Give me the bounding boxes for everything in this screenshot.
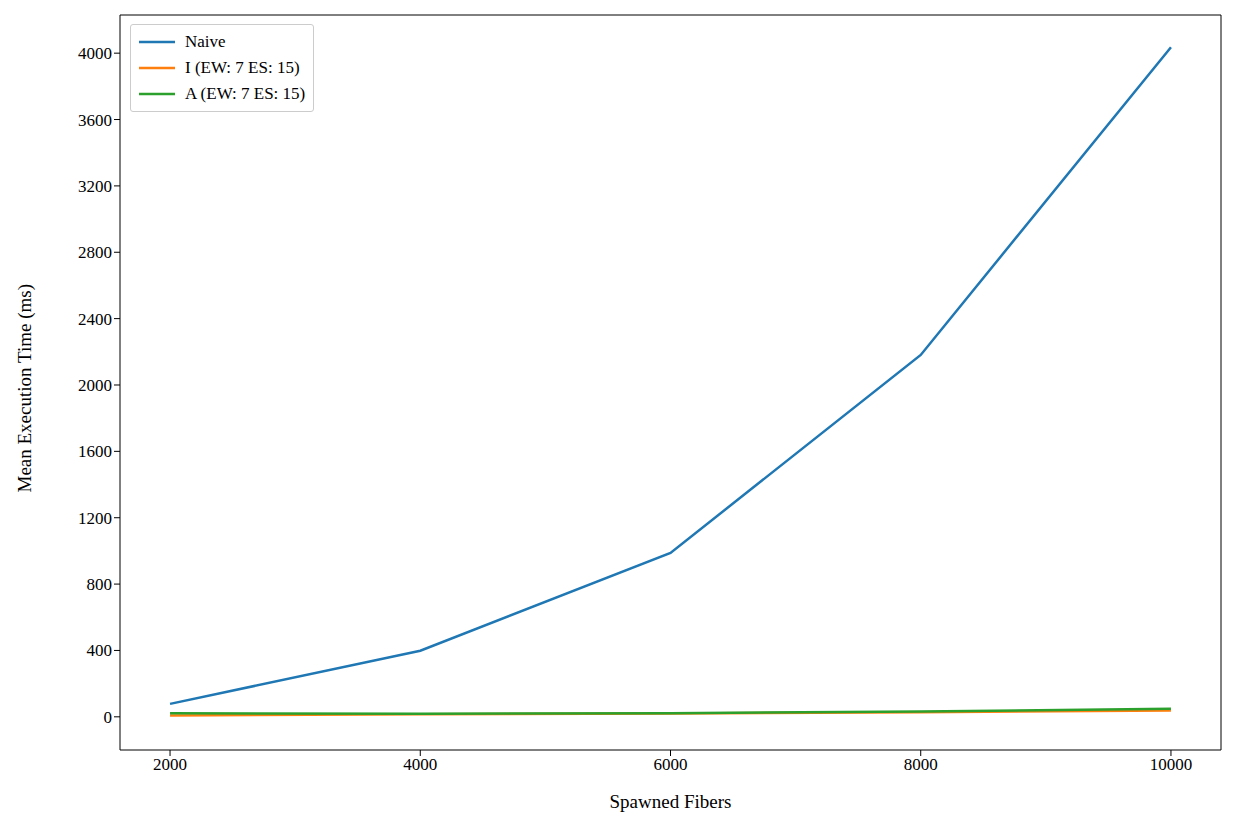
svg-text:0: 0 [104, 708, 113, 727]
svg-text:2800: 2800 [78, 243, 112, 262]
svg-text:10000: 10000 [1150, 755, 1193, 774]
svg-text:400: 400 [87, 641, 113, 660]
svg-text:3200: 3200 [78, 177, 112, 196]
html-text:Naive: Naive [185, 32, 226, 51]
svg-text:800: 800 [87, 575, 113, 594]
svg-text:2000: 2000 [78, 376, 112, 395]
html-text:I (EW: 7 ES: 15): I (EW: 7 ES: 15) [185, 58, 300, 77]
svg-text:2000: 2000 [153, 755, 187, 774]
svg-text:8000: 8000 [904, 755, 938, 774]
svg-text:2400: 2400 [78, 310, 112, 329]
svg-text:3600: 3600 [78, 111, 112, 130]
svg-text:1200: 1200 [78, 509, 112, 528]
svg-text:4000: 4000 [78, 44, 112, 63]
svg-text:Mean Execution Time (ms): Mean Execution Time (ms) [14, 284, 36, 492]
html-text:A (EW: 7 ES: 15): A (EW: 7 ES: 15) [185, 84, 306, 103]
svg-text:6000: 6000 [654, 755, 688, 774]
svg-text:4000: 4000 [403, 755, 437, 774]
svg-text:1600: 1600 [78, 442, 112, 461]
svg-text:Spawned Fibers: Spawned Fibers [610, 791, 732, 812]
